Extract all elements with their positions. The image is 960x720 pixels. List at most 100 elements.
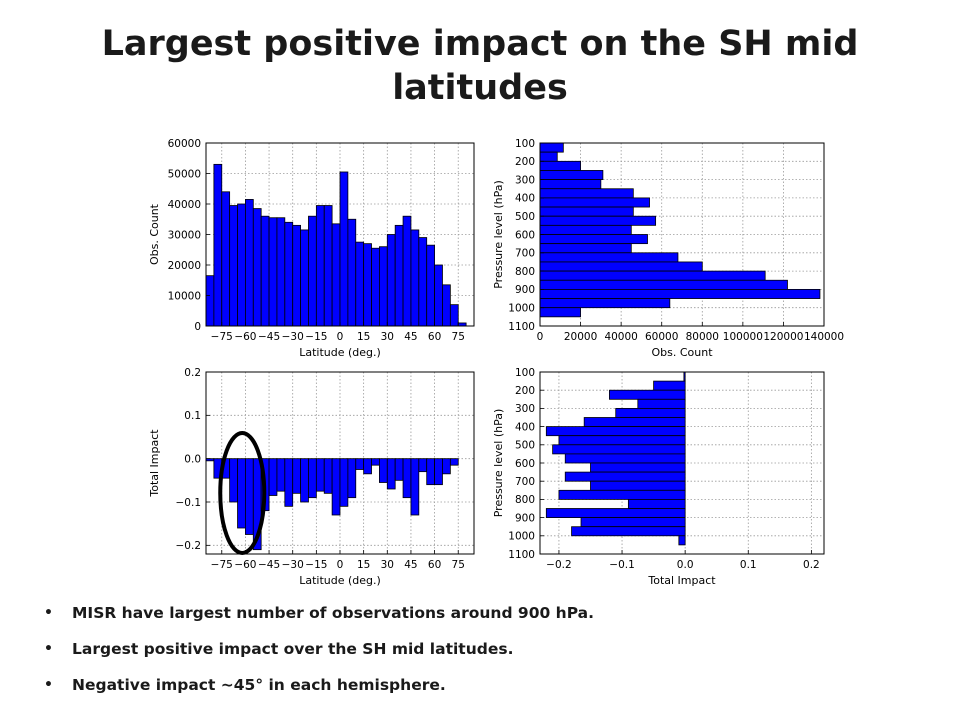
histogram-bar [229, 205, 238, 327]
y-tick-label: 60000 [168, 138, 201, 150]
y-tick-label: 0.2 [184, 367, 201, 379]
histogram-bar [237, 458, 246, 529]
histogram-bar [583, 417, 686, 428]
y-tick-label: 100 [515, 138, 535, 150]
y-tick-label: 1000 [508, 303, 535, 315]
histogram-bar [339, 458, 349, 507]
y-tick-label: 1000 [508, 531, 535, 543]
x-axis-label: Latitude (deg.) [299, 574, 381, 587]
y-tick-label: 0.0 [184, 453, 201, 465]
x-tick-label: −30 [282, 559, 304, 571]
bullet-text: Negative impact ~45° in each hemisphere. [72, 676, 446, 694]
y-tick-label: 200 [515, 385, 535, 397]
histogram-bar [539, 252, 679, 263]
y-tick-label: 200 [515, 156, 535, 168]
histogram-bar [245, 458, 254, 535]
y-tick-label: 400 [515, 421, 535, 433]
bullet-text: MISR have largest number of observations… [72, 604, 595, 622]
histogram-bar [539, 270, 766, 281]
bullet-item: • Largest positive impact over the SH mid… [44, 636, 924, 672]
x-tick-label: 0.0 [677, 559, 694, 571]
x-tick-label: 20000 [564, 331, 597, 343]
x-tick-label: 0.1 [740, 559, 757, 571]
histogram-bar [539, 142, 564, 153]
histogram-bar [339, 171, 349, 327]
histogram-bar [449, 458, 459, 466]
y-tick-label: 1100 [508, 549, 535, 561]
histogram-bar [347, 458, 357, 499]
histogram-bar [590, 462, 686, 473]
histogram-bar [539, 279, 788, 290]
histogram-bar [539, 151, 558, 162]
histogram-bar [252, 208, 262, 327]
y-axis-label: Total Impact [148, 429, 161, 498]
histogram-bar [237, 203, 246, 327]
histogram-bar [371, 247, 380, 327]
histogram-bar [308, 215, 317, 327]
histogram-bar [205, 275, 215, 327]
histogram-bar [564, 453, 686, 464]
histogram-bar [552, 444, 686, 455]
histogram-bar [394, 458, 404, 481]
x-tick-label: −0.1 [609, 559, 635, 571]
histogram-bar [426, 244, 435, 327]
histogram-bar [539, 234, 648, 245]
x-tick-label: 60 [428, 559, 441, 571]
x-tick-label: 0 [337, 331, 344, 343]
x-tick-label: 120000 [763, 331, 803, 343]
histogram-bar [615, 407, 686, 418]
histogram-bar [268, 217, 278, 327]
x-tick-label: 15 [357, 559, 370, 571]
histogram-bar [637, 398, 686, 409]
histogram-bar [539, 288, 821, 299]
histogram-bar [539, 215, 657, 226]
x-tick-label: 75 [452, 559, 465, 571]
histogram-bar [564, 471, 686, 482]
x-tick-label: −75 [211, 559, 233, 571]
histogram-bar [449, 304, 459, 327]
histogram-bar [558, 489, 686, 500]
x-tick-label: −15 [305, 559, 327, 571]
histogram-bar [292, 458, 301, 494]
x-tick-label: 140000 [804, 331, 844, 343]
bullet-item: • Negative impact ~45° in each hemisphere… [44, 672, 924, 708]
histogram-bar [315, 458, 325, 492]
x-tick-label: 40000 [604, 331, 637, 343]
y-tick-label: 800 [515, 494, 535, 506]
histogram-bar [308, 458, 317, 499]
histogram-bar [284, 221, 294, 327]
bullet-dot-icon: • [44, 677, 53, 693]
x-tick-label: −30 [282, 331, 304, 343]
histogram-bar [379, 246, 388, 327]
x-axis-label: Obs. Count [651, 346, 713, 359]
annotation-ellipse [218, 431, 267, 555]
histogram-bar [363, 243, 372, 327]
histogram-bar [363, 458, 372, 475]
x-tick-label: 0 [537, 331, 544, 343]
histogram-bar [418, 458, 428, 473]
y-tick-label: 0 [194, 321, 201, 333]
y-tick-label: 100 [515, 367, 535, 379]
histogram-bar [292, 224, 301, 327]
histogram-bar [653, 380, 686, 391]
y-tick-label: 500 [515, 211, 535, 223]
x-tick-label: −45 [258, 331, 280, 343]
y-tick-label: 400 [515, 193, 535, 205]
x-axis-label: Latitude (deg.) [299, 346, 381, 359]
histogram-bar [347, 218, 357, 327]
histogram-bar [539, 307, 581, 318]
y-tick-label: 10000 [168, 290, 201, 302]
histogram-bar [276, 458, 286, 492]
histogram-bar [245, 199, 254, 327]
histogram-bar [539, 298, 671, 309]
histogram-bar [386, 234, 396, 327]
y-tick-label: 600 [515, 458, 535, 470]
x-tick-label: 80000 [686, 331, 719, 343]
y-tick-label: 700 [515, 248, 535, 260]
x-tick-label: 75 [452, 331, 465, 343]
histogram-bar [213, 163, 223, 327]
y-tick-label: 1100 [508, 321, 535, 333]
y-axis-label: Obs. Count [148, 203, 161, 265]
x-tick-label: −75 [211, 331, 233, 343]
